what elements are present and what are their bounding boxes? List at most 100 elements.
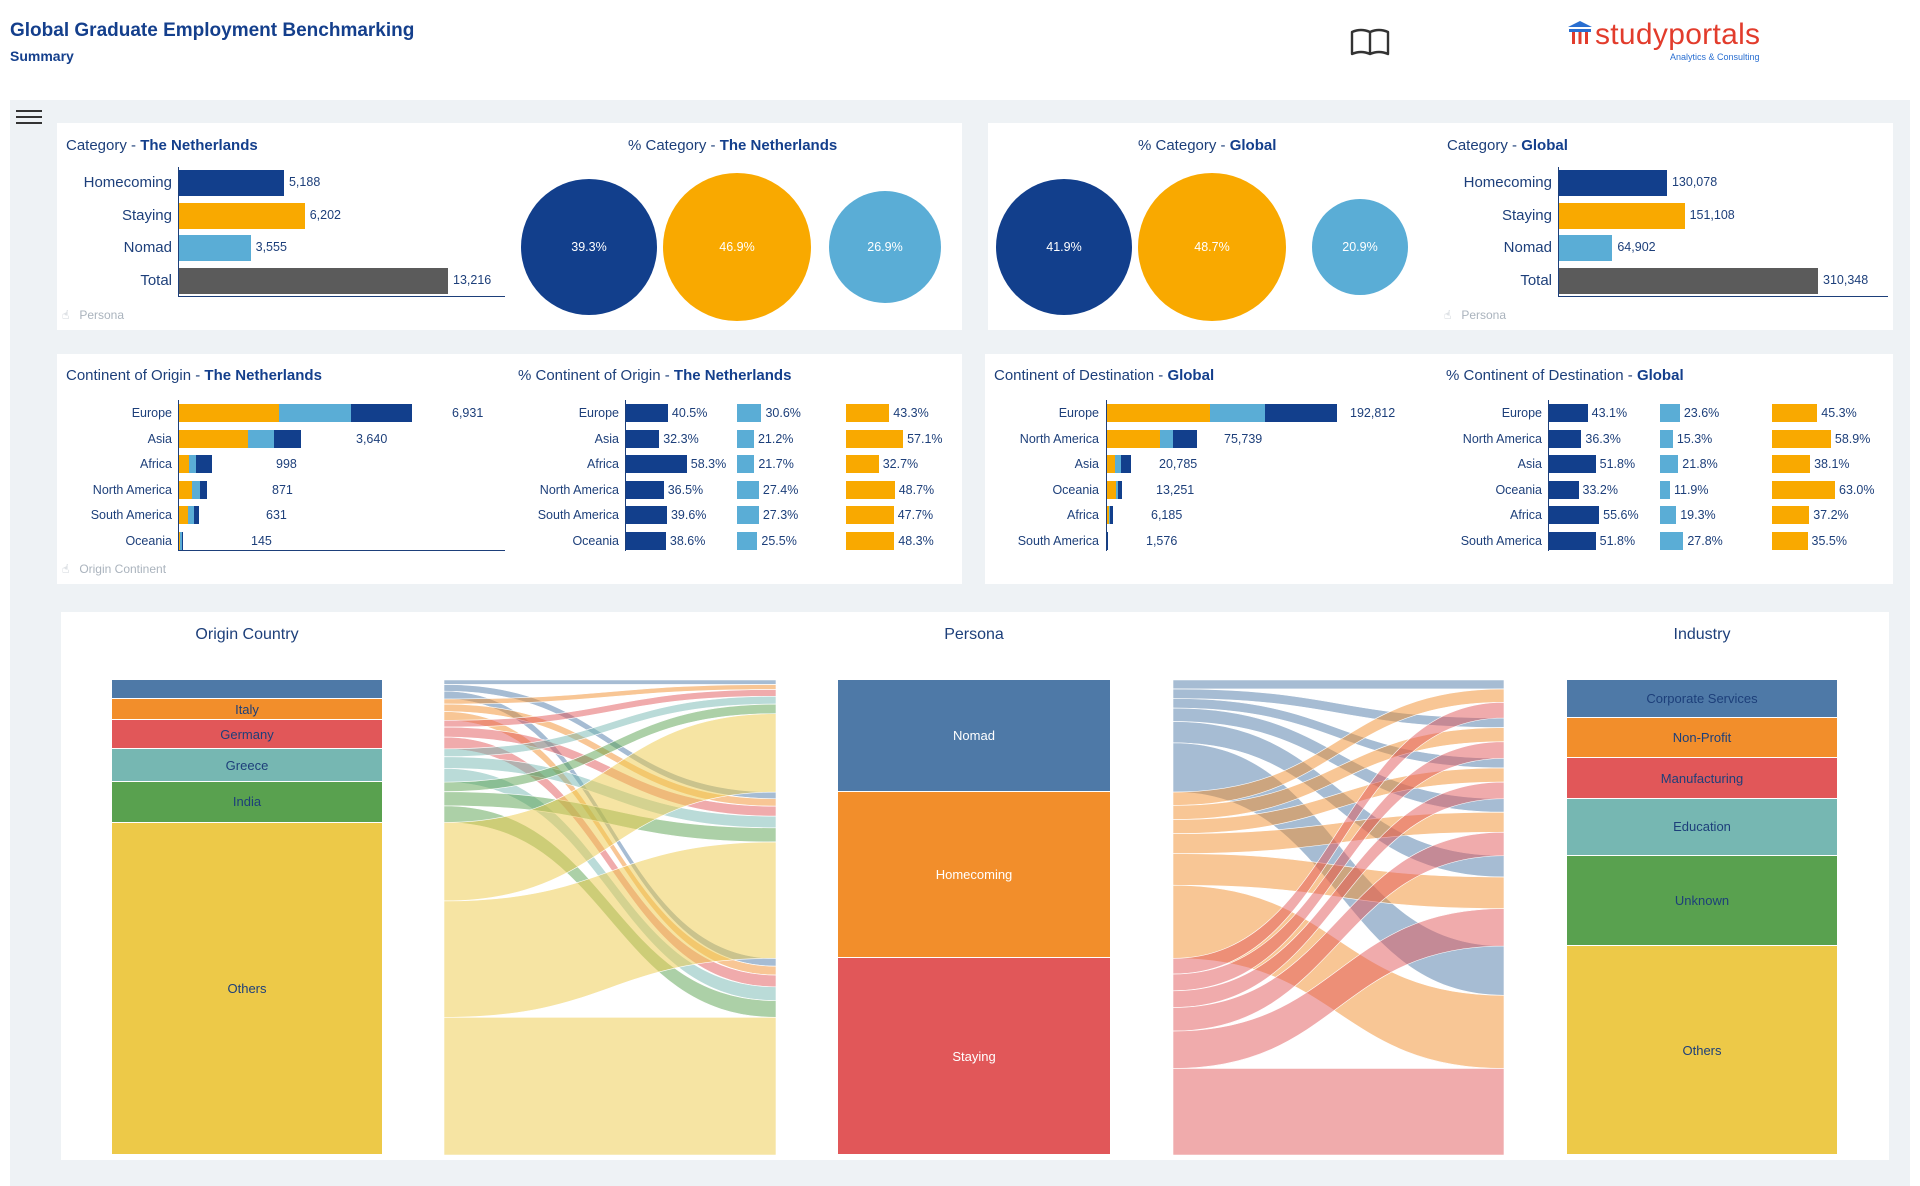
pct-bar-homecoming-europe[interactable]: [625, 404, 668, 422]
pct-bar-homecoming-europe[interactable]: [1548, 404, 1588, 422]
industry-node-education[interactable]: Education: [1567, 798, 1837, 855]
pct-bar-nomad-africa[interactable]: [737, 455, 755, 474]
pct-bar-homecoming-oceania[interactable]: [625, 532, 666, 550]
pct-bar-staying-europe[interactable]: [846, 404, 890, 422]
pct-circle-nomad[interactable]: 26.9%: [829, 191, 941, 303]
pct-bar-staying-africa[interactable]: [1772, 506, 1810, 525]
pct-bar-staying-north-america[interactable]: [1772, 429, 1831, 448]
stack-nomad-north-america[interactable]: [192, 480, 201, 499]
pct-bar-staying-oceania[interactable]: [846, 532, 895, 550]
persona-filter-hint[interactable]: ☝ Persona: [62, 308, 125, 322]
bar-staying[interactable]: [178, 202, 305, 229]
pct-bar-nomad-south-america[interactable]: [1660, 532, 1684, 550]
pct-bar-nomad-asia[interactable]: [1660, 455, 1679, 474]
studyportals-logo[interactable]: studyportals Analytics & Consulting: [1565, 18, 1760, 62]
stack-homecoming-asia[interactable]: [274, 429, 301, 448]
stack-nomad-south-america[interactable]: [188, 506, 194, 525]
pct-bar-homecoming-oceania[interactable]: [1548, 480, 1579, 499]
stack-staying-north-america[interactable]: [178, 480, 193, 499]
persona-filter-hint-global[interactable]: ☝ Persona: [1444, 308, 1507, 322]
pct-bar-staying-south-america[interactable]: [846, 506, 894, 525]
origin-node-germany[interactable]: Germany: [112, 720, 382, 748]
industry-node-non-profit[interactable]: Non-Profit: [1567, 718, 1837, 758]
bar-total[interactable]: [1558, 267, 1818, 294]
stack-homecoming-south-america[interactable]: [193, 506, 200, 525]
book-icon[interactable]: [1350, 28, 1390, 63]
stack-staying-oceania[interactable]: [178, 532, 181, 550]
stack-staying-south-america[interactable]: [178, 506, 189, 525]
pct-circle-homecoming[interactable]: 41.9%: [996, 179, 1132, 315]
pct-bar-nomad-europe[interactable]: [1660, 404, 1680, 422]
stack-homecoming-europe[interactable]: [350, 404, 412, 422]
pct-bar-homecoming-africa[interactable]: [1548, 506, 1600, 525]
industry-node-others[interactable]: Others: [1567, 946, 1837, 1154]
origin-node-others[interactable]: Others: [112, 822, 382, 1154]
stack-staying-asia[interactable]: [1106, 455, 1116, 474]
bar-homecoming[interactable]: [1558, 170, 1667, 196]
pct-bar-homecoming-asia[interactable]: [625, 429, 660, 448]
pct-bar-nomad-north-america[interactable]: [1660, 429, 1673, 448]
pct-bar-homecoming-asia[interactable]: [1548, 455, 1596, 474]
pct-bar-nomad-oceania[interactable]: [1660, 480, 1670, 499]
pct-bar-staying-oceania[interactable]: [1772, 480, 1835, 499]
origin-node-italy[interactable]: Italy: [112, 699, 382, 720]
bar-total[interactable]: [178, 267, 448, 294]
pct-circle-staying[interactable]: 46.9%: [663, 173, 811, 321]
stack-homecoming-north-america[interactable]: [1173, 429, 1197, 448]
industry-node-manufacturing[interactable]: Manufacturing: [1567, 758, 1837, 798]
pct-bar-homecoming-south-america[interactable]: [625, 506, 667, 525]
pct-bar-staying-africa[interactable]: [846, 455, 879, 474]
persona-node-staying[interactable]: Staying: [838, 958, 1110, 1154]
hamburger-menu-icon[interactable]: [16, 106, 42, 128]
stack-nomad-europe[interactable]: [279, 404, 351, 422]
pct-circle-homecoming[interactable]: 39.3%: [521, 179, 657, 315]
stack-homecoming-asia[interactable]: [1120, 455, 1131, 474]
pct-bar-homecoming-africa[interactable]: [625, 455, 687, 474]
stack-staying-europe[interactable]: [1106, 404, 1211, 422]
industry-node-corporate-services[interactable]: Corporate Services: [1567, 680, 1837, 717]
stack-staying-asia[interactable]: [178, 429, 249, 448]
industry-node-unknown[interactable]: Unknown: [1567, 855, 1837, 945]
stack-staying-africa[interactable]: [1106, 506, 1109, 525]
stack-homecoming-africa[interactable]: [196, 455, 212, 474]
pct-bar-staying-north-america[interactable]: [846, 480, 895, 499]
pct-bar-homecoming-north-america[interactable]: [625, 480, 664, 499]
persona-node-nomad[interactable]: Nomad: [838, 680, 1110, 792]
pct-bar-nomad-asia[interactable]: [737, 429, 754, 448]
pct-bar-staying-europe[interactable]: [1772, 404, 1818, 422]
stack-staying-europe[interactable]: [178, 404, 280, 422]
persona-node-homecoming[interactable]: Homecoming: [838, 792, 1110, 958]
stack-nomad-oceania[interactable]: [180, 532, 182, 550]
bar-nomad[interactable]: [1558, 235, 1613, 261]
stack-nomad-north-america[interactable]: [1159, 429, 1174, 448]
pct-bar-staying-south-america[interactable]: [1772, 532, 1808, 550]
stack-nomad-oceania[interactable]: [1115, 480, 1118, 499]
pct-bar-nomad-europe[interactable]: [737, 404, 762, 422]
origin-continent-filter-hint[interactable]: ☝ Origin Continent: [62, 562, 167, 576]
pct-bar-nomad-north-america[interactable]: [737, 480, 759, 499]
stack-nomad-asia[interactable]: [248, 429, 275, 448]
stack-staying-oceania[interactable]: [1106, 480, 1116, 499]
pct-bar-homecoming-south-america[interactable]: [1548, 532, 1596, 550]
stack-staying-north-america[interactable]: [1106, 429, 1160, 448]
stack-nomad-asia[interactable]: [1115, 455, 1121, 474]
origin-node-unlabeled[interactable]: [112, 680, 382, 698]
bar-nomad[interactable]: [178, 235, 251, 261]
stack-staying-africa[interactable]: [178, 455, 189, 474]
pct-bar-staying-asia[interactable]: [846, 429, 904, 448]
pct-circle-staying[interactable]: 48.7%: [1138, 173, 1286, 321]
pct-bar-nomad-south-america[interactable]: [737, 506, 759, 525]
stack-homecoming-oceania[interactable]: [1117, 480, 1122, 499]
pct-bar-nomad-africa[interactable]: [1660, 506, 1677, 525]
pct-circle-nomad[interactable]: 20.9%: [1312, 199, 1408, 295]
stack-nomad-europe[interactable]: [1210, 404, 1265, 422]
bar-homecoming[interactable]: [178, 170, 284, 196]
pct-bar-staying-asia[interactable]: [1772, 455, 1811, 474]
bar-staying[interactable]: [1558, 202, 1685, 229]
stack-homecoming-north-america[interactable]: [200, 480, 208, 499]
pct-bar-homecoming-north-america[interactable]: [1548, 429, 1582, 448]
stack-homecoming-south-america[interactable]: [1107, 532, 1108, 550]
pct-bar-nomad-oceania[interactable]: [737, 532, 758, 550]
stack-homecoming-africa[interactable]: [1110, 506, 1114, 525]
stack-homecoming-oceania[interactable]: [181, 532, 183, 550]
